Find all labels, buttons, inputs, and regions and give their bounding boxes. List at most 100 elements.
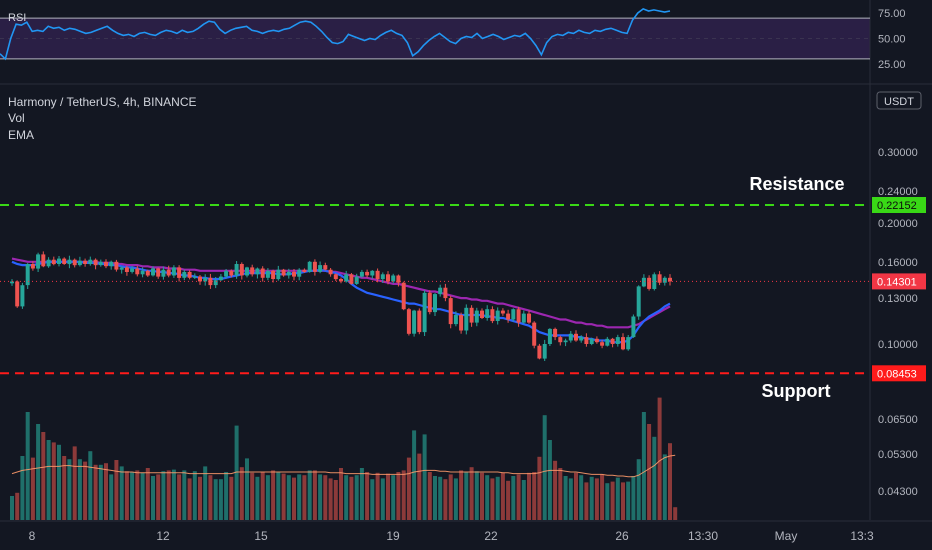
volume-bar	[480, 472, 484, 520]
volume-bar	[307, 470, 312, 520]
volume-bar	[641, 412, 646, 520]
volume-bar	[30, 457, 35, 520]
currency-badge[interactable]: USDT	[884, 96, 914, 108]
volume-bar	[349, 476, 354, 520]
candle-body	[187, 271, 192, 278]
candle-body	[365, 271, 370, 276]
rsi-label: RSI	[8, 12, 26, 24]
volume-bar	[140, 472, 145, 520]
price-axis-label: 0.04300	[878, 486, 918, 498]
candle-body	[171, 267, 176, 276]
volume-bar	[668, 443, 672, 520]
symbol-title: Harmony / TetherUS, 4h, BINANCE	[8, 95, 197, 109]
volume-bar	[213, 479, 218, 520]
candle-body	[192, 276, 197, 278]
volume-bar	[135, 470, 140, 520]
candle-body	[135, 268, 140, 275]
candle-body	[453, 315, 458, 325]
price-axis-label: 0.10000	[878, 339, 918, 351]
volume-bar	[67, 459, 72, 520]
volume-bar	[25, 412, 30, 520]
volume-bar	[286, 475, 291, 520]
volume-bar	[662, 454, 667, 520]
ema-lines	[11, 257, 671, 344]
candle-body	[250, 267, 255, 275]
time-axis-label: 26	[615, 529, 629, 543]
volume-bar	[234, 425, 239, 520]
time-axis-label: 8	[29, 529, 36, 543]
candle-body	[119, 267, 124, 270]
volume-bar	[192, 471, 197, 520]
volume-bar	[443, 479, 448, 520]
volume-bar	[119, 466, 124, 520]
candle-body	[114, 261, 119, 270]
volume-bar	[151, 476, 155, 520]
candle-body	[375, 270, 380, 279]
candle-body	[328, 269, 333, 275]
volume-bar	[281, 473, 286, 520]
volume-bar	[62, 456, 67, 520]
candle-body	[652, 274, 657, 289]
candle-body	[427, 292, 432, 313]
price-axis-label: 0.30000	[878, 147, 918, 159]
candle-body	[130, 268, 135, 272]
candle-body	[318, 265, 323, 272]
candle-body	[521, 313, 526, 323]
volume-bar	[114, 460, 119, 520]
volume-bar	[511, 476, 516, 520]
candle-body	[161, 269, 166, 277]
volume-bar	[401, 470, 406, 520]
candle-body	[406, 309, 411, 334]
volume-bar	[427, 472, 432, 520]
candle-body	[323, 265, 328, 270]
support-price-badge-box	[872, 365, 926, 382]
volume-bar	[537, 456, 542, 520]
price-axis-label: 0.24000	[878, 186, 918, 198]
candle-body	[610, 338, 615, 344]
volume-bar	[532, 472, 537, 520]
candle-body	[474, 310, 479, 323]
volume-bar	[563, 476, 568, 520]
volume-bar	[198, 476, 202, 520]
candle-body	[83, 260, 88, 264]
candle-body	[339, 279, 343, 282]
candle-body	[422, 292, 427, 333]
candle-body	[480, 310, 484, 318]
currency-badge-box[interactable]	[876, 91, 922, 110]
support-price-badge: 0.08453	[877, 368, 917, 380]
candle-body	[307, 261, 312, 272]
volume-bar	[98, 464, 103, 520]
volume-bar	[41, 432, 46, 520]
volume-ma-line	[11, 454, 676, 478]
volume-bar	[412, 430, 417, 520]
candle-body	[412, 310, 417, 334]
candle-body	[182, 271, 187, 278]
candle-body	[500, 310, 505, 314]
volume-bar	[312, 470, 317, 520]
volume-bar	[500, 472, 505, 520]
candle-body	[62, 258, 67, 264]
time-axis-label: 13:30	[688, 529, 718, 543]
candle-body	[218, 276, 223, 281]
volume-bar	[370, 479, 375, 520]
candle-body	[292, 271, 296, 277]
price-axis-label: 0.05300	[878, 449, 918, 461]
volume-bar	[474, 471, 479, 520]
volume-bar	[380, 478, 385, 520]
volume-bar	[36, 424, 41, 520]
candle-body	[151, 268, 155, 276]
volume-bar	[516, 474, 521, 520]
volume-bar	[339, 468, 343, 520]
price-axis-label: 0.13000	[878, 293, 918, 305]
candle-body	[641, 277, 646, 287]
volume-bar	[568, 478, 573, 520]
support-resistance-lines	[0, 204, 870, 375]
candle-body	[344, 274, 349, 282]
ema-slow-line	[11, 257, 671, 329]
candle-body	[668, 277, 672, 282]
volume-bar	[365, 472, 370, 520]
resistance-price-badge-box	[872, 197, 926, 213]
volume-bar	[605, 483, 610, 520]
